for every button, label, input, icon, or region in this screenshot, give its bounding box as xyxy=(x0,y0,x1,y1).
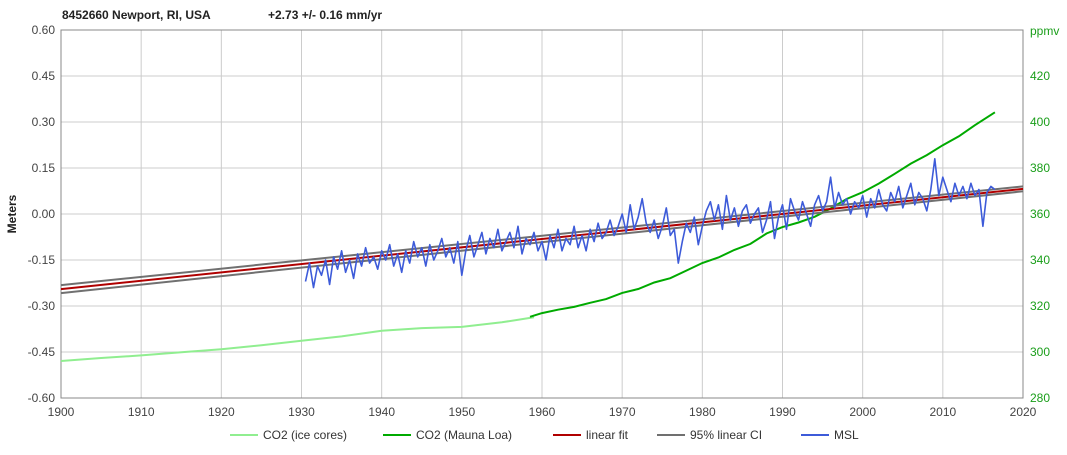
x-tick-label: 1980 xyxy=(689,405,716,419)
y-tick-label: -0.60 xyxy=(28,391,56,405)
x-tick-label: 1950 xyxy=(448,405,475,419)
x-tick-label: 1900 xyxy=(48,405,75,419)
legend-label: MSL xyxy=(834,428,859,442)
series-co2-mauna-loa xyxy=(529,111,996,318)
x-tick-label: 1970 xyxy=(609,405,636,419)
y-tick-label: 0.15 xyxy=(32,161,56,175)
series-linear-fit xyxy=(60,187,1024,291)
axes: 0.60 0.45 0.30 0.15 0.00 -0.15 -0.30 -0.45 -0.60… xyxy=(28,23,1051,419)
series-ci-upper xyxy=(60,185,1024,287)
y-tick-label: -0.30 xyxy=(28,299,56,313)
y2-tick-label: 420 xyxy=(1030,69,1050,83)
y2-tick-label: 400 xyxy=(1030,115,1050,129)
y-tick-label: 0.00 xyxy=(32,207,56,221)
x-tick-label: 1930 xyxy=(288,405,315,419)
x-tick-label: 1990 xyxy=(769,405,796,419)
x-tick-label: 2010 xyxy=(929,405,956,419)
x-tick-label: 2020 xyxy=(1010,405,1037,419)
y2-tick-label: 320 xyxy=(1030,299,1050,313)
legend-label: CO2 (ice cores) xyxy=(263,428,347,442)
legend-label: linear fit xyxy=(586,428,629,442)
y2-tick-label: 280 xyxy=(1030,391,1050,405)
chart-title: 8452660 Newport, RI, USA xyxy=(62,8,211,22)
legend-label: 95% linear CI xyxy=(690,428,762,442)
y2-axis-label: ppmv xyxy=(1030,24,1059,38)
plot-frame xyxy=(60,29,1024,399)
x-tick-label: 2000 xyxy=(849,405,876,419)
series-msl xyxy=(304,158,996,289)
x-tick-label: 1960 xyxy=(529,405,556,419)
y2-tick-label: 300 xyxy=(1030,345,1050,359)
legend: CO2 (ice cores) CO2 (Mauna Loa) linear fit… xyxy=(230,428,859,442)
y-tick-label: -0.45 xyxy=(28,345,56,359)
y2-tick-label: 340 xyxy=(1030,253,1050,267)
y-tick-label: -0.15 xyxy=(28,253,56,267)
legend-label: CO2 (Mauna Loa) xyxy=(416,428,512,442)
series-layer xyxy=(60,111,1024,362)
trend-label: +2.73 +/- 0.16 mm/yr xyxy=(268,8,382,22)
y2-tick-label: 380 xyxy=(1030,161,1050,175)
y-axis-label: Meters xyxy=(5,194,19,233)
y-tick-label: 0.30 xyxy=(32,115,56,129)
y2-tick-label: 360 xyxy=(1030,207,1050,221)
series-co2-ice-cores xyxy=(60,316,535,362)
x-tick-label: 1940 xyxy=(368,405,395,419)
x-tick-label: 1910 xyxy=(128,405,155,419)
y-tick-label: 0.60 xyxy=(32,23,56,37)
y-tick-label: 0.45 xyxy=(32,69,56,83)
grid xyxy=(60,29,1024,399)
x-tick-label: 1920 xyxy=(208,405,235,419)
